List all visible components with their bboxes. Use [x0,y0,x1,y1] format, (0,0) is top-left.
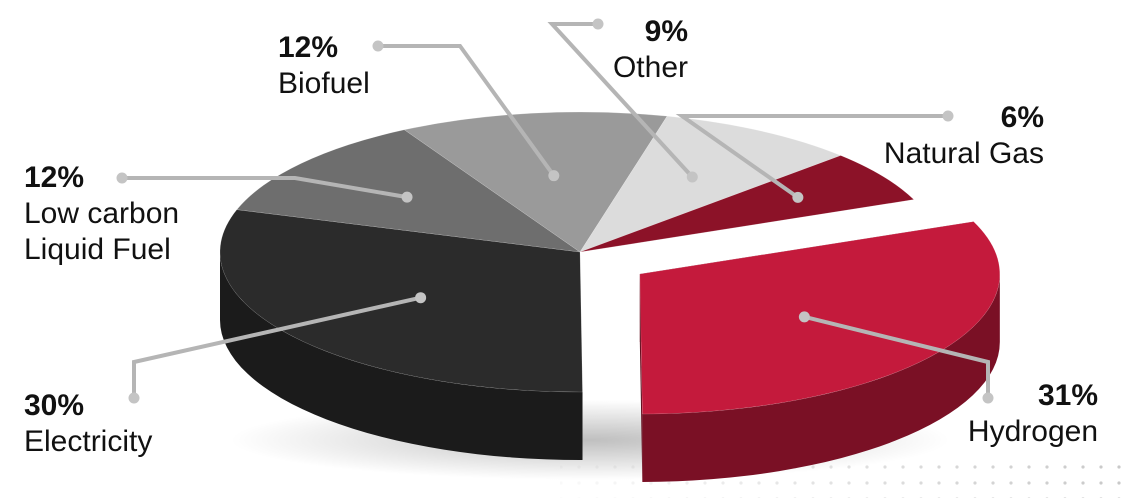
leader-dot [592,18,604,30]
pie-slice-label: Low carbon Liquid Fuel [24,197,180,266]
pie-slice-side [642,274,1000,483]
pie-slice-value-label: 12% [24,161,85,194]
leader-dot [942,110,954,122]
pie-slice-label: Natural Gas [883,137,1044,170]
leader-dot [415,292,427,304]
leader-dot [798,311,810,323]
pie-slice [579,155,915,253]
pie-slice-label: Electricity [24,425,153,458]
pie-slice-cut-face [639,274,643,483]
leader-line [378,44,556,177]
pie-slice-value-label: 30% [24,389,85,422]
pie-slice-side [219,252,583,460]
leader-dot [116,172,128,184]
pie-slice-label: Hydrogen [967,415,1098,448]
pie-slice-value-label: 9% [644,15,688,48]
leader-line [675,114,948,200]
leader-dot [372,40,384,52]
leader-line [547,22,694,179]
leader-line [122,176,408,200]
pie-slice-value-label: 6% [1000,101,1044,134]
pie-slice-label: Biofuel [278,67,370,100]
pie-slice-value-label: 31% [1037,379,1098,412]
pie-slice [579,115,842,253]
leader-dot [401,191,413,203]
leader-dot [128,392,140,404]
pie-slice-label: Other [612,51,688,84]
leader-dot [792,191,804,203]
leader-dot [686,171,698,183]
leader-line [132,295,422,398]
leader-dot [982,392,994,404]
leader-line [803,314,990,398]
leader-dot [548,170,560,182]
pie-slice [236,129,581,253]
pie-slice [403,111,668,253]
pie-slice-value-label: 12% [278,31,339,64]
